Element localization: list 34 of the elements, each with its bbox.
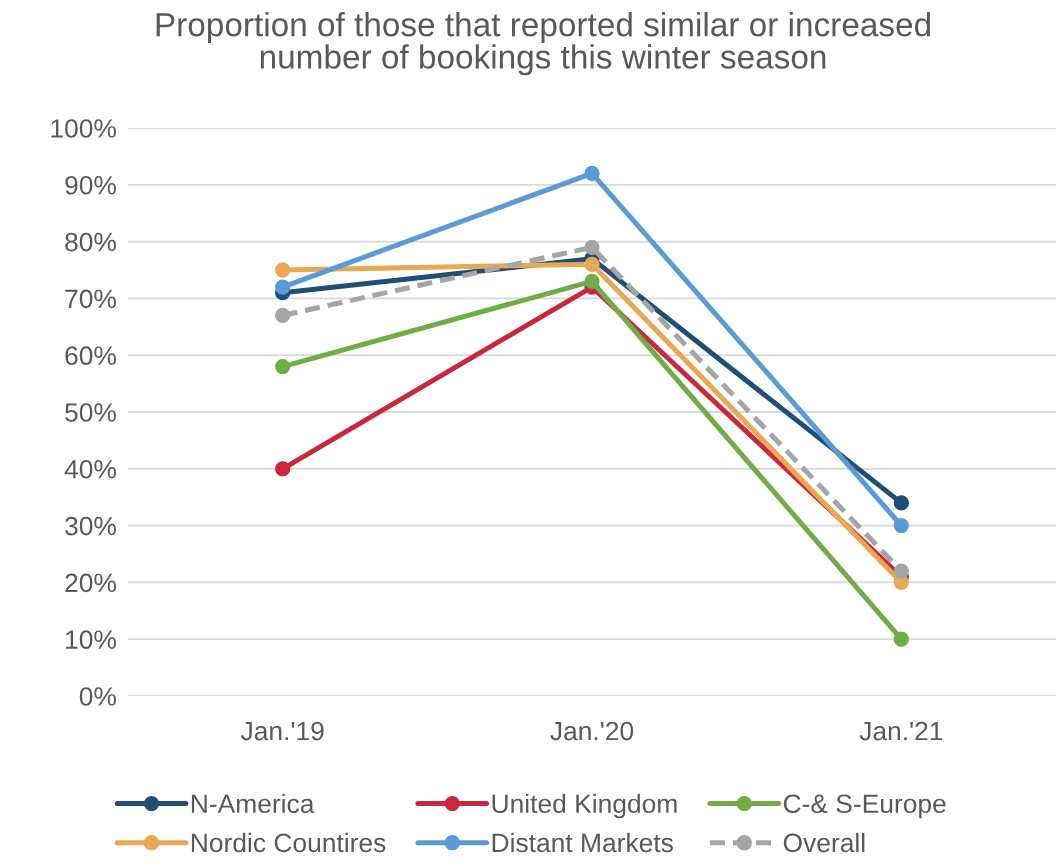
y-tick-label: 90% — [65, 175, 116, 195]
legend-label: Overall — [783, 832, 865, 853]
y-tick-label: 30% — [65, 516, 116, 536]
point — [893, 495, 909, 511]
point — [893, 563, 909, 579]
legend-label: C-& S-Europe — [783, 794, 946, 819]
y-tick-label: 0% — [79, 687, 116, 706]
y-tick-label: 60% — [65, 346, 116, 366]
point — [584, 239, 600, 255]
y-tick-label: 50% — [65, 403, 116, 422]
y-tick-label: 80% — [65, 232, 116, 252]
y-tick-label: 100% — [51, 119, 116, 138]
legend-label: N-America — [191, 793, 315, 814]
x-tick-label: Jan.'19 — [240, 721, 324, 741]
y-tick-label: 40% — [64, 459, 116, 479]
point — [584, 273, 600, 289]
point — [275, 279, 291, 295]
point — [275, 307, 291, 324]
legend-label: United Kingdom — [492, 793, 677, 819]
point — [275, 262, 291, 278]
point — [275, 358, 291, 375]
y-tick-label: 10% — [66, 630, 116, 650]
chart-title: Proportion of those that reported similar or increased number of bookings this winter season — [156, 12, 930, 76]
point — [275, 461, 291, 477]
legend-label: Distant Markets — [492, 832, 673, 853]
legend-label: Nordic Countires — [191, 832, 386, 853]
point — [584, 165, 600, 182]
x-tick-label: Jan.'20 — [550, 721, 634, 741]
x-tick-label: Jan.'21 — [859, 721, 943, 741]
y-tick-label: 70% — [65, 289, 116, 309]
y-tick-label: 20% — [65, 573, 116, 593]
point — [584, 256, 600, 272]
point — [893, 517, 909, 534]
point — [893, 631, 909, 647]
